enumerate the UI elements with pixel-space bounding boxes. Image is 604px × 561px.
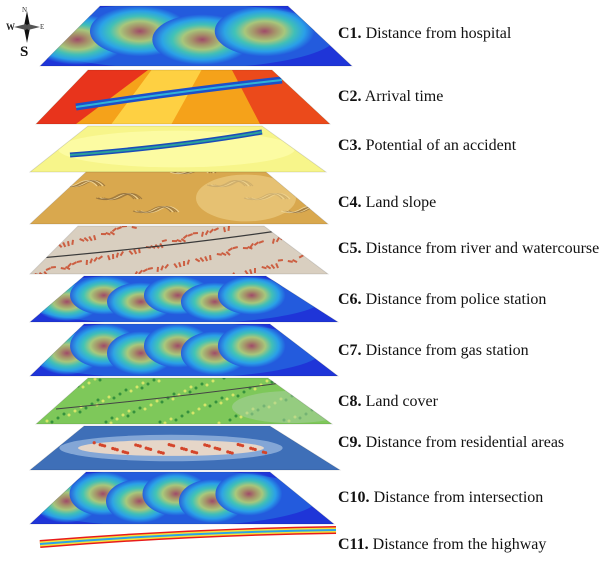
layer-label-c10: C10. Distance from intersection xyxy=(338,489,544,506)
layer-label-c7: C7. Distance from gas station xyxy=(338,342,529,359)
layer-label-c1: C1. Distance from hospital xyxy=(338,25,512,42)
layer-label-c8: C8. Land cover xyxy=(338,393,438,410)
map-layer-7 xyxy=(29,323,340,377)
layer-label-c3: C3. Potential of an accident xyxy=(338,137,517,154)
map-layer-1 xyxy=(39,5,354,67)
layer-label-c9: C9. Distance from residential areas xyxy=(338,434,565,451)
layer-label-c2: C2. Arrival time xyxy=(338,88,444,105)
compass-west-label: W xyxy=(6,22,15,32)
map-layer-5 xyxy=(29,225,330,275)
map-layer-8 xyxy=(34,377,334,425)
map-layer-9 xyxy=(28,425,342,471)
map-layer-10 xyxy=(28,471,336,525)
compass-south-label: S xyxy=(20,44,29,60)
map-layer-3 xyxy=(28,125,328,173)
map-layer-11 xyxy=(39,526,337,548)
layer-label-c6: C6. Distance from police station xyxy=(338,291,547,308)
compass-north-label: N xyxy=(22,6,28,14)
compass-east-label: E xyxy=(40,23,45,31)
map-layer-6 xyxy=(28,275,340,323)
layer-label-c4: C4. Land slope xyxy=(338,194,437,211)
map-layer-4 xyxy=(28,171,330,225)
layer-label-c11: C11. Distance from the highway xyxy=(338,536,547,553)
map-layer-2 xyxy=(35,69,332,125)
layer-label-c5: C5. Distance from river and watercourse xyxy=(338,240,600,257)
compass-icon: N W E S xyxy=(6,6,48,62)
